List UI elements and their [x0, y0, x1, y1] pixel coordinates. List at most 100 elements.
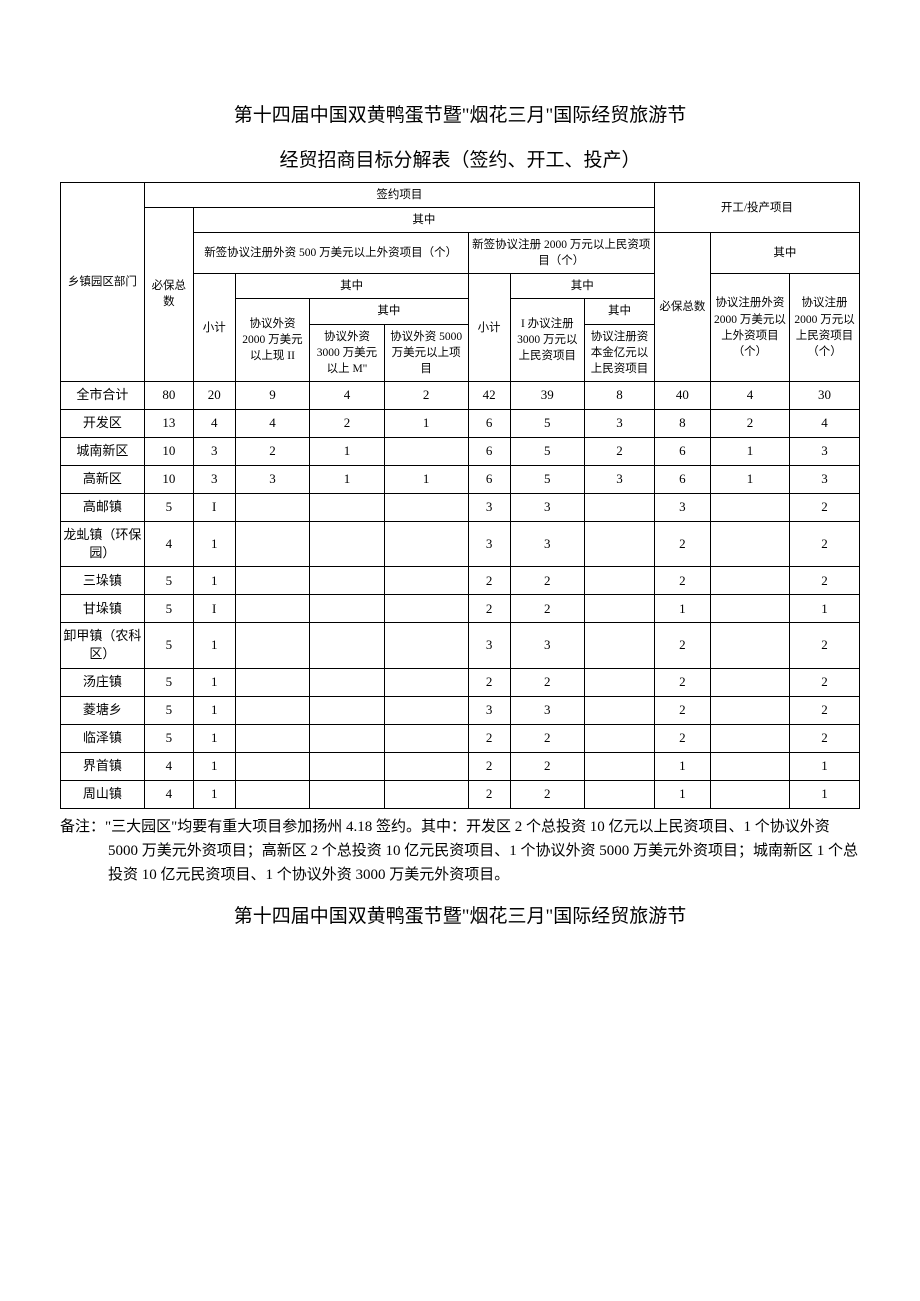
table-row: 界首镇412211	[61, 752, 860, 780]
data-cell: 1	[193, 521, 235, 566]
data-cell: 6	[654, 437, 710, 465]
data-cell: 10	[144, 465, 193, 493]
start-prod-header: 开工/投产项目	[654, 183, 859, 233]
data-cell	[310, 668, 385, 696]
data-cell	[310, 696, 385, 724]
data-cell: 3	[510, 623, 585, 668]
data-cell: 2	[468, 595, 510, 623]
page-title-sub: 经贸招商目标分解表（签约、开工、投产）	[60, 145, 860, 172]
data-cell: 4	[193, 409, 235, 437]
data-cell: 39	[510, 381, 585, 409]
must-total2-header: 必保总数	[654, 233, 710, 382]
data-cell: 5	[144, 567, 193, 595]
signed-projects-header: 签约项目	[144, 183, 654, 208]
page-title-main: 第十四届中国双黄鸭蛋节暨"烟花三月"国际经贸旅游节	[60, 100, 860, 127]
table-row: 周山镇412211	[61, 780, 860, 808]
data-cell: 3	[654, 493, 710, 521]
data-cell	[384, 437, 468, 465]
data-cell: 2	[510, 567, 585, 595]
data-cell: 3	[585, 465, 655, 493]
start-foreign-2000: 协议注册外资 2000 万美元以上外资项目（个）	[710, 274, 789, 381]
row-name-cell: 高邮镇	[61, 493, 145, 521]
data-cell: 30	[790, 381, 860, 409]
data-cell	[384, 668, 468, 696]
data-cell	[384, 696, 468, 724]
data-cell	[710, 780, 789, 808]
row-name-cell: 城南新区	[61, 437, 145, 465]
data-cell	[310, 521, 385, 566]
must-total-header: 必保总数	[144, 208, 193, 382]
data-cell	[585, 696, 655, 724]
data-cell: 2	[790, 493, 860, 521]
start-domestic-2000: 协议注册 2000 万元以上民资项目（个）	[790, 274, 860, 381]
data-cell: 3	[193, 465, 235, 493]
table-row: 汤庄镇512222	[61, 668, 860, 696]
table-row: 高新区103311653613	[61, 465, 860, 493]
data-cell: 2	[310, 409, 385, 437]
data-cell	[710, 521, 789, 566]
data-cell: 2	[384, 381, 468, 409]
data-cell: 5	[144, 623, 193, 668]
domestic-3000: I 办议注册 3000 万元以上民资项目	[510, 299, 585, 381]
data-cell: 1	[790, 780, 860, 808]
data-cell: 5	[144, 724, 193, 752]
data-cell: 5	[510, 465, 585, 493]
data-cell: 5	[144, 668, 193, 696]
row-name-cell: 三垛镇	[61, 567, 145, 595]
row-name-cell: 全市合计	[61, 381, 145, 409]
of-which-1: 其中	[193, 208, 654, 233]
footnote: 备注："三大园区"均要有重大项目参加扬州 4.18 签约。其中：开发区 2 个总…	[60, 815, 860, 887]
data-cell	[384, 752, 468, 780]
domestic-yi: 协议注册资本金亿元以上民资项目	[585, 324, 655, 381]
data-cell: 2	[510, 724, 585, 752]
data-cell: 1	[384, 465, 468, 493]
data-cell: 3	[510, 493, 585, 521]
data-cell: 1	[790, 595, 860, 623]
data-cell	[585, 623, 655, 668]
data-cell: 3	[790, 437, 860, 465]
data-cell	[235, 780, 310, 808]
data-cell: 3	[585, 409, 655, 437]
data-cell	[384, 567, 468, 595]
row-name-cell: 界首镇	[61, 752, 145, 780]
data-cell: 2	[510, 780, 585, 808]
data-cell: 1	[790, 752, 860, 780]
data-cell: 2	[790, 668, 860, 696]
table-row: 全市合计80209424239840430	[61, 381, 860, 409]
data-cell: 4	[144, 752, 193, 780]
data-cell: 6	[468, 465, 510, 493]
table-row: 城南新区10321652613	[61, 437, 860, 465]
data-cell	[585, 668, 655, 696]
data-cell	[710, 752, 789, 780]
data-cell: 1	[654, 780, 710, 808]
table-row: 甘垛镇5I2211	[61, 595, 860, 623]
page-title-footer: 第十四届中国双黄鸭蛋节暨"烟花三月"国际经贸旅游节	[60, 901, 860, 928]
data-cell: 4	[144, 521, 193, 566]
data-cell	[585, 752, 655, 780]
data-cell: 4	[790, 409, 860, 437]
data-cell: 1	[193, 696, 235, 724]
data-cell	[310, 623, 385, 668]
data-cell: 2	[585, 437, 655, 465]
data-cell	[310, 595, 385, 623]
data-cell: 2	[654, 696, 710, 724]
data-cell	[710, 493, 789, 521]
data-cell: 1	[193, 668, 235, 696]
data-cell: 5	[510, 437, 585, 465]
data-cell	[585, 724, 655, 752]
of-which-foreign: 其中	[235, 274, 468, 299]
row-name-cell: 开发区	[61, 409, 145, 437]
of-which-domestic-inner: 其中	[585, 299, 655, 324]
data-cell: 1	[654, 752, 710, 780]
data-cell: 1	[193, 567, 235, 595]
data-cell: 4	[144, 780, 193, 808]
data-cell: 2	[235, 437, 310, 465]
data-cell	[235, 724, 310, 752]
data-cell: 2	[710, 409, 789, 437]
data-cell: 2	[654, 521, 710, 566]
data-cell: 2	[468, 780, 510, 808]
foreign-2000: 协议外资 2000 万美元以上现 II	[235, 299, 310, 381]
of-which-foreign-inner: 其中	[310, 299, 468, 324]
data-cell: 1	[193, 623, 235, 668]
data-cell: 2	[468, 752, 510, 780]
